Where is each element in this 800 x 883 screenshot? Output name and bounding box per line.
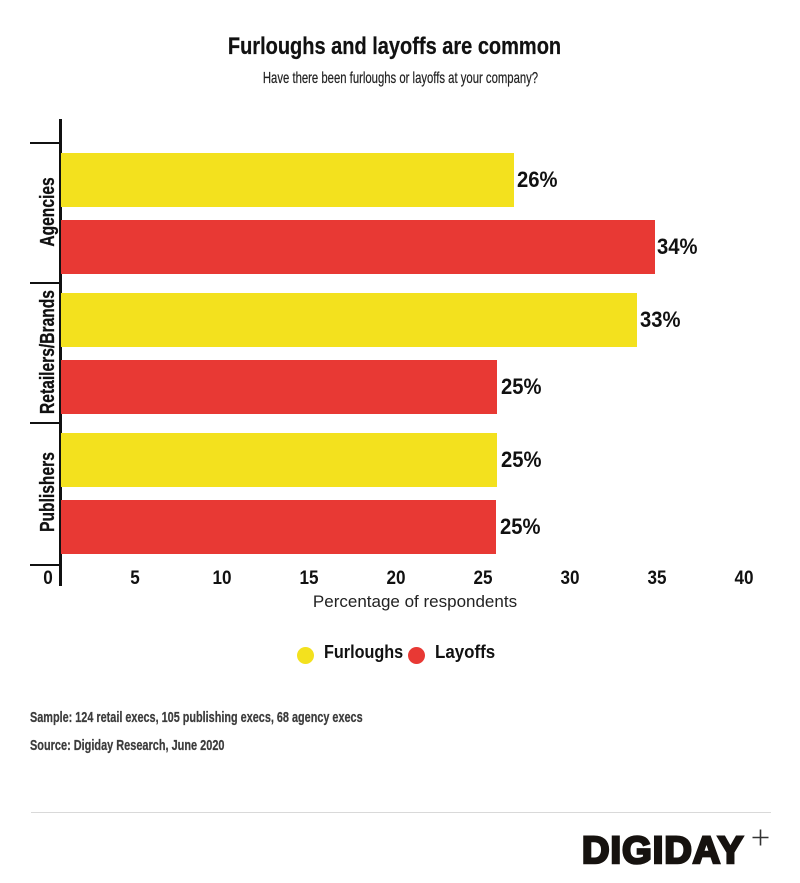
svg-text:DIGIDAY: DIGIDAY (582, 830, 744, 872)
